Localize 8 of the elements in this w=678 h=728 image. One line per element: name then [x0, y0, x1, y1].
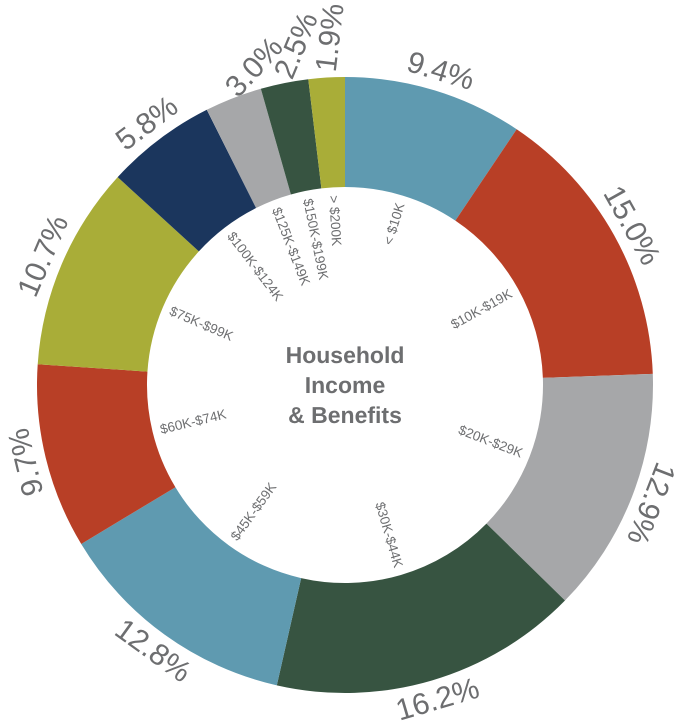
data-label: 9.4% [403, 45, 478, 97]
data-label: 10.7% [12, 210, 76, 302]
data-label: 9.7% [2, 425, 50, 500]
data-label: 12.9% [620, 458, 678, 550]
slice-label: < $10K [380, 201, 408, 247]
data-label: 16.2% [392, 672, 484, 728]
text: Household Income & Benefits [286, 342, 404, 428]
slice-label: > $200K [326, 194, 344, 246]
